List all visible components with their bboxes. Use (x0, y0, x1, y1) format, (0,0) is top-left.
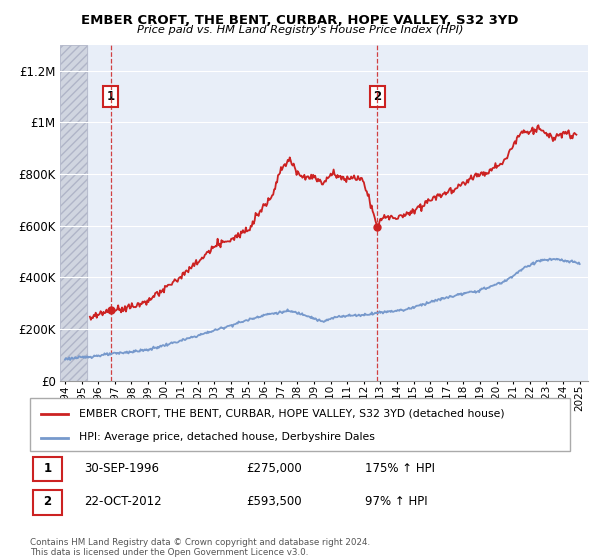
FancyBboxPatch shape (30, 398, 570, 451)
Text: Price paid vs. HM Land Registry's House Price Index (HPI): Price paid vs. HM Land Registry's House … (137, 25, 463, 35)
Text: Contains HM Land Registry data © Crown copyright and database right 2024.
This d: Contains HM Land Registry data © Crown c… (30, 538, 370, 557)
Text: 2: 2 (43, 496, 52, 508)
Text: 1: 1 (107, 90, 115, 103)
Text: HPI: Average price, detached house, Derbyshire Dales: HPI: Average price, detached house, Derb… (79, 432, 374, 442)
Text: 22-OCT-2012: 22-OCT-2012 (84, 496, 161, 508)
Text: EMBER CROFT, THE BENT, CURBAR, HOPE VALLEY, S32 3YD: EMBER CROFT, THE BENT, CURBAR, HOPE VALL… (81, 14, 519, 27)
Text: 97% ↑ HPI: 97% ↑ HPI (365, 496, 427, 508)
Text: 1: 1 (43, 462, 52, 475)
FancyBboxPatch shape (33, 457, 62, 481)
Text: EMBER CROFT, THE BENT, CURBAR, HOPE VALLEY, S32 3YD (detached house): EMBER CROFT, THE BENT, CURBAR, HOPE VALL… (79, 409, 504, 418)
Text: 175% ↑ HPI: 175% ↑ HPI (365, 462, 435, 475)
Text: £275,000: £275,000 (246, 462, 302, 475)
Text: 2: 2 (373, 90, 381, 103)
Bar (60, 45, 86, 381)
Text: 30-SEP-1996: 30-SEP-1996 (84, 462, 159, 475)
Bar (60, 45, 86, 381)
Text: £593,500: £593,500 (246, 496, 302, 508)
FancyBboxPatch shape (33, 491, 62, 515)
